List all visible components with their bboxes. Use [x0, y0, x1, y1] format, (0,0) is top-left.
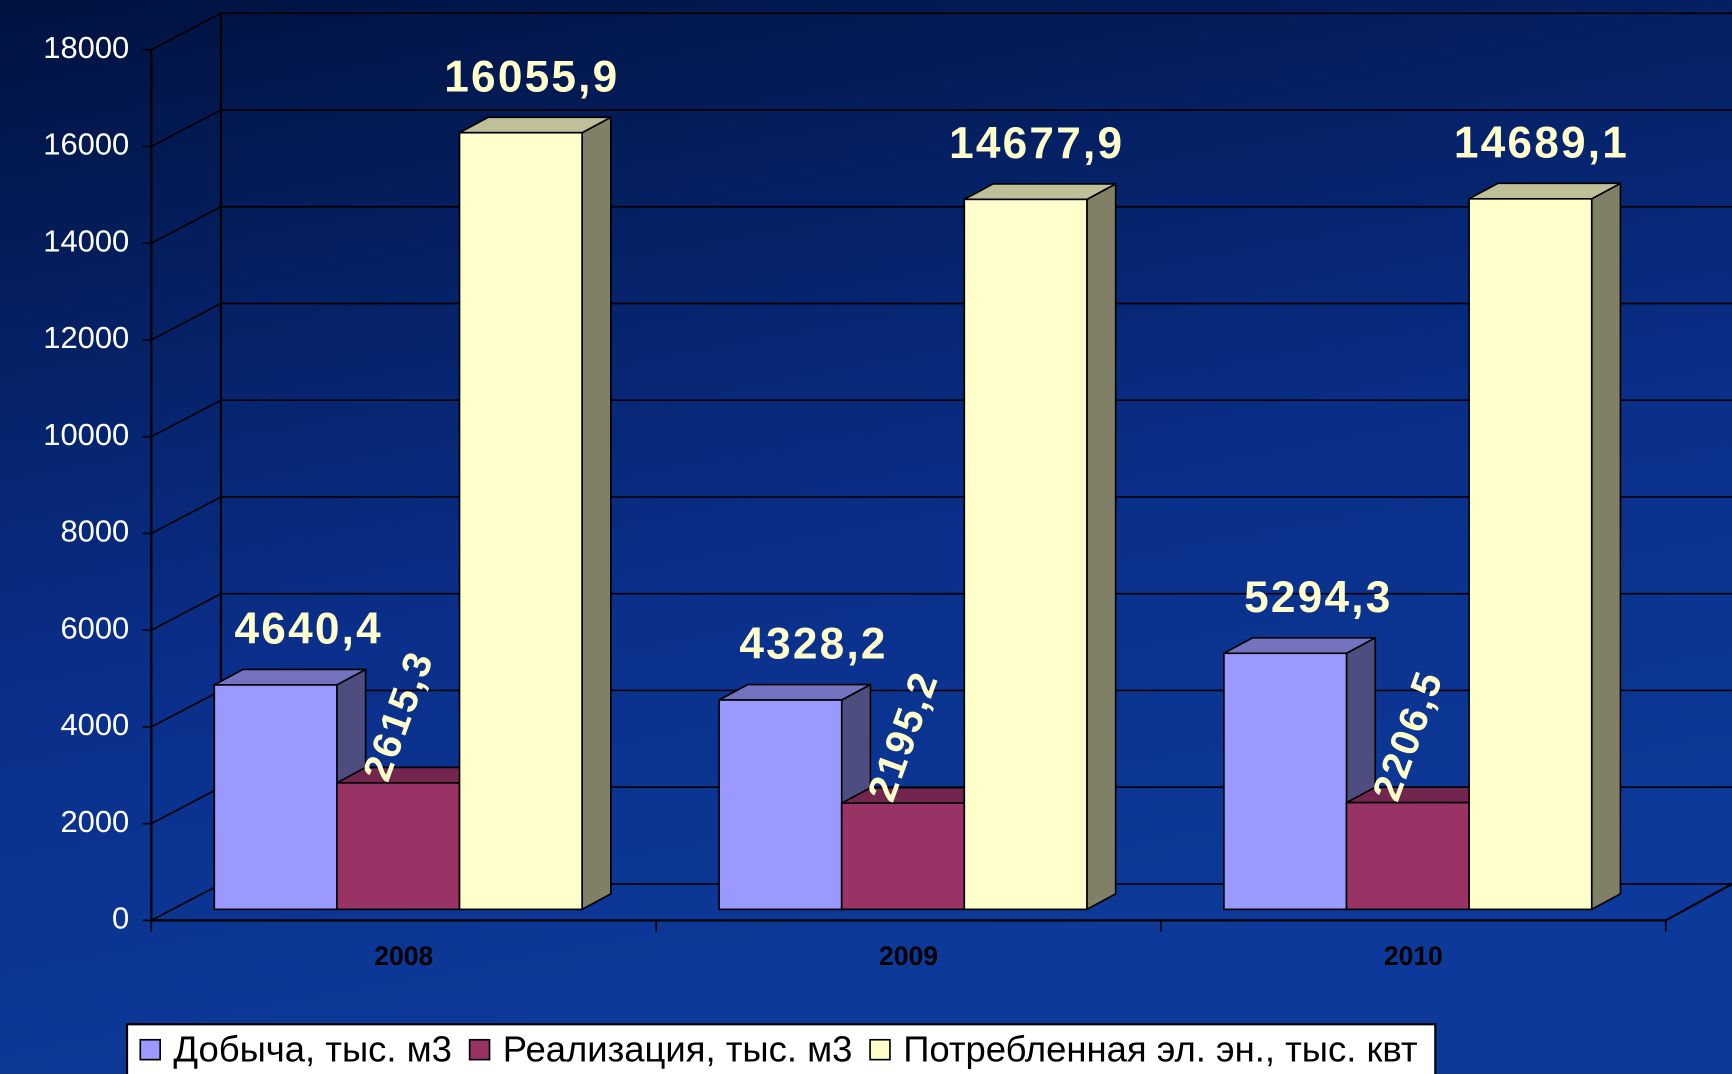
- bar-front: [213, 684, 338, 911]
- data-label: 16055,9: [444, 52, 619, 101]
- y-tick-label: 16000: [43, 127, 129, 162]
- legend-swatch: [139, 1038, 161, 1061]
- legend-label: Потребленная эл. эн., тыс. квт: [903, 1029, 1418, 1070]
- bar-side: [581, 115, 612, 911]
- y-tick-label: 4000: [60, 707, 129, 742]
- bar: [1223, 636, 1377, 911]
- data-label: 5294,3: [1244, 573, 1392, 622]
- x-tick-label: 2008: [374, 941, 433, 971]
- bar-top: [1468, 182, 1621, 200]
- bar: [458, 115, 612, 911]
- y-tick-label: 8000: [60, 514, 129, 549]
- bar-front: [718, 699, 843, 911]
- data-label: 4640,4: [235, 605, 383, 654]
- data-label: 4328,2: [739, 620, 887, 669]
- bar: [1468, 181, 1622, 911]
- y-tick-label: 10000: [43, 417, 129, 452]
- legend: Добыча, тыс. м3 Реализация, тыс. м3 Потреб…: [125, 1023, 1437, 1074]
- legend-swatch: [468, 1038, 491, 1061]
- x-tick-label: 2009: [879, 941, 938, 971]
- bar-top: [213, 668, 367, 686]
- data-label: 14677,9: [949, 119, 1124, 168]
- data-label: 14689,1: [1454, 118, 1629, 167]
- bar-front: [336, 782, 461, 911]
- bar-top: [963, 183, 1117, 201]
- bar-front: [840, 802, 966, 911]
- bar-side: [1590, 181, 1622, 911]
- y-tick-label: 0: [112, 901, 129, 936]
- bar-side: [1086, 182, 1117, 911]
- legend-label: Реализация, тыс. м3: [503, 1029, 853, 1070]
- y-tick-label: 2000: [60, 804, 129, 839]
- y-tick-label: 12000: [43, 320, 129, 355]
- bar-front: [1345, 801, 1470, 911]
- bar-front: [1223, 652, 1348, 911]
- bar: [963, 182, 1117, 911]
- y-tick-label: 14000: [43, 223, 129, 258]
- bar-top: [459, 116, 612, 134]
- bar: [1345, 785, 1499, 911]
- y-tick-label: 6000: [60, 610, 129, 645]
- bar-top: [718, 683, 871, 701]
- bar-front: [1468, 197, 1593, 911]
- bar-top: [1223, 636, 1376, 655]
- bar-front: [458, 131, 583, 911]
- bar-front: [963, 198, 1088, 911]
- legend-label: Добыча, тыс. м3: [173, 1029, 452, 1070]
- legend-box: [125, 1023, 1437, 1074]
- legend-swatch: [869, 1038, 891, 1061]
- x-tick-label: 2010: [1384, 941, 1443, 971]
- y-tick-label: 18000: [43, 30, 129, 65]
